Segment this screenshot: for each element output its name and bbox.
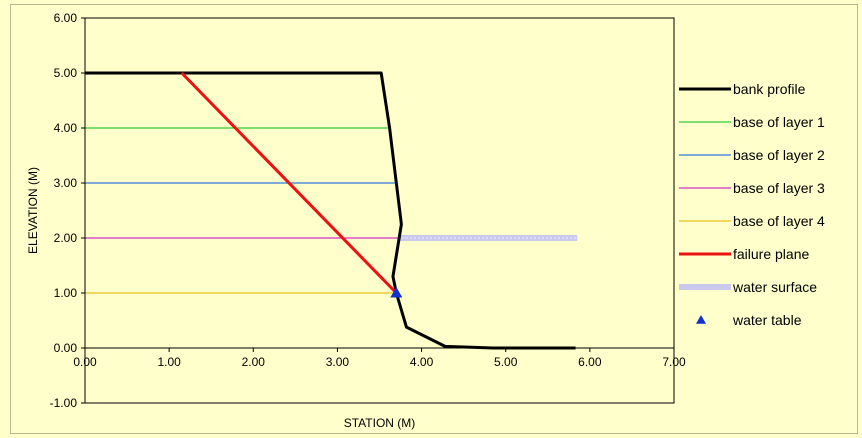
series-water-table-marker xyxy=(390,287,403,298)
x-tick-label: 5.00 xyxy=(494,355,518,369)
legend-label-water-table: water table xyxy=(732,312,802,328)
x-tick-label: 2.00 xyxy=(242,355,266,369)
y-tick-label: 3.00 xyxy=(54,176,78,190)
series-bank-profile xyxy=(85,71,576,350)
legend-label-failure-plane: failure plane xyxy=(733,246,809,262)
legend-label-water-surface: water surface xyxy=(732,279,817,295)
legend-label-base-of-layer-1: base of layer 1 xyxy=(733,114,825,130)
chart-svg: 0.00 1.00 2.00 3.00 4.00 5.00 6.00 7.00 -1.00 0.0… xyxy=(26,11,825,430)
legend-label-base-of-layer-2: base of layer 2 xyxy=(733,147,825,163)
x-tick-label: 1.00 xyxy=(157,355,181,369)
y-tick-label: -1.00 xyxy=(50,396,78,410)
y-tick-label: 1.00 xyxy=(54,286,78,300)
x-tick-label: 4.00 xyxy=(410,355,434,369)
x-axis-title: STATION (M) xyxy=(344,416,416,430)
legend-label-bank-profile: bank profile xyxy=(733,81,806,97)
x-tick-label: 3.00 xyxy=(326,355,350,369)
legend: bank profile base of layer 1 base of layer… xyxy=(679,81,825,328)
plot-area-border xyxy=(84,17,675,404)
legend-marker-water-table xyxy=(696,315,706,324)
y-tick-label: 2.00 xyxy=(54,231,78,245)
x-tick-label: 0.00 xyxy=(73,355,97,369)
x-tick-label: 6.00 xyxy=(578,355,602,369)
legend-label-base-of-layer-3: base of layer 3 xyxy=(733,180,825,196)
x-tick-label: 7.00 xyxy=(662,355,686,369)
y-tick-label: 0.00 xyxy=(54,341,78,355)
series-failure-plane xyxy=(180,71,398,295)
chart-frame: 0.00 1.00 2.00 3.00 4.00 5.00 6.00 7.00 -1.00 0.0… xyxy=(10,4,858,434)
y-tick-label: 6.00 xyxy=(54,11,78,25)
y-tick-label: 4.00 xyxy=(54,121,78,135)
y-axis-title: ELEVATION (M) xyxy=(26,167,40,254)
legend-label-base-of-layer-4: base of layer 4 xyxy=(733,213,825,229)
y-tick-label: 5.00 xyxy=(54,66,78,80)
